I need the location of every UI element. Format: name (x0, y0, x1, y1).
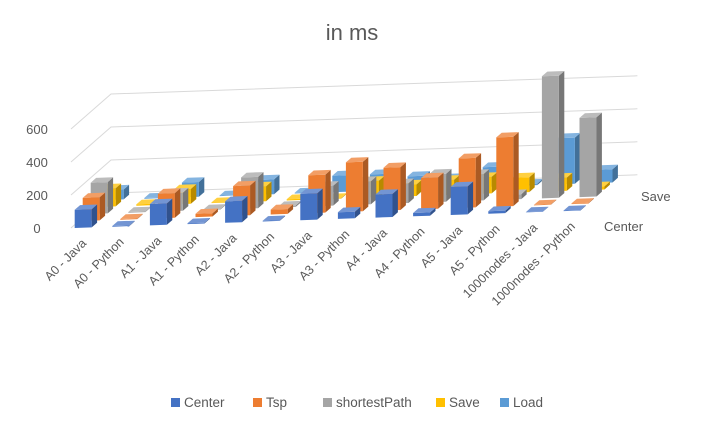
depth-axis-label: Save (641, 189, 671, 204)
y-tick-label: 0 (33, 221, 40, 236)
bar-center-9 (413, 207, 436, 217)
bar-shortestpath-1 (128, 206, 151, 213)
gridline (70, 75, 638, 130)
gridline (70, 141, 638, 196)
bar-tsp-9 (421, 172, 444, 210)
bar-center-1 (112, 220, 135, 227)
bar-center-10 (450, 181, 474, 215)
legend-swatch (436, 398, 445, 407)
y-tick-label: 600 (26, 122, 48, 137)
legend-label: Tsp (266, 395, 287, 410)
legend-label: Save (449, 395, 480, 410)
legend-swatch (500, 398, 509, 407)
bar-tsp-3 (195, 208, 218, 218)
y-tick-label: 200 (26, 188, 48, 203)
legend-item-load: Load (500, 395, 543, 410)
legend-label: Center (184, 395, 225, 410)
bar-center-5 (262, 215, 286, 222)
bar-center-13 (563, 205, 586, 212)
legend-swatch (171, 398, 180, 407)
bar-tsp-13 (571, 198, 594, 205)
legend-label: shortestPath (336, 395, 412, 410)
legend-item-tsp: Tsp (253, 395, 287, 410)
bar-center-6 (300, 188, 323, 221)
bar-tsp-12 (533, 199, 557, 206)
legend: Center Tsp shortestPath Save Load (171, 395, 543, 410)
legend-label: Load (513, 395, 543, 410)
bar-center-0 (74, 204, 98, 228)
legend-item-save: Save (436, 395, 480, 410)
depth-axis-label: Center (604, 219, 644, 234)
bar-tsp-7 (345, 157, 369, 212)
bar-shortestpath-12 (541, 71, 565, 199)
legend-item-shortestpath: shortestPath (323, 395, 412, 410)
bar-tsp-11 (496, 132, 519, 207)
bar-center-8 (375, 189, 398, 218)
bar-center-3 (187, 218, 210, 225)
bar-shortestpath-13 (579, 112, 602, 198)
bar-center-12 (525, 206, 549, 213)
legend-swatch (253, 398, 262, 407)
bar-tsp-5 (270, 204, 294, 215)
y-tick-label: 400 (26, 155, 48, 170)
bar-center-2 (149, 198, 173, 226)
legend-swatch (323, 398, 332, 407)
gridline (70, 108, 638, 163)
bars (74, 71, 618, 228)
bar-center-11 (488, 205, 511, 214)
bar-tsp-1 (120, 213, 143, 220)
chart-title: in ms (326, 20, 379, 45)
bar-center-4 (225, 196, 248, 223)
legend-item-center: Center (171, 395, 225, 410)
bar-center-7 (337, 207, 361, 219)
